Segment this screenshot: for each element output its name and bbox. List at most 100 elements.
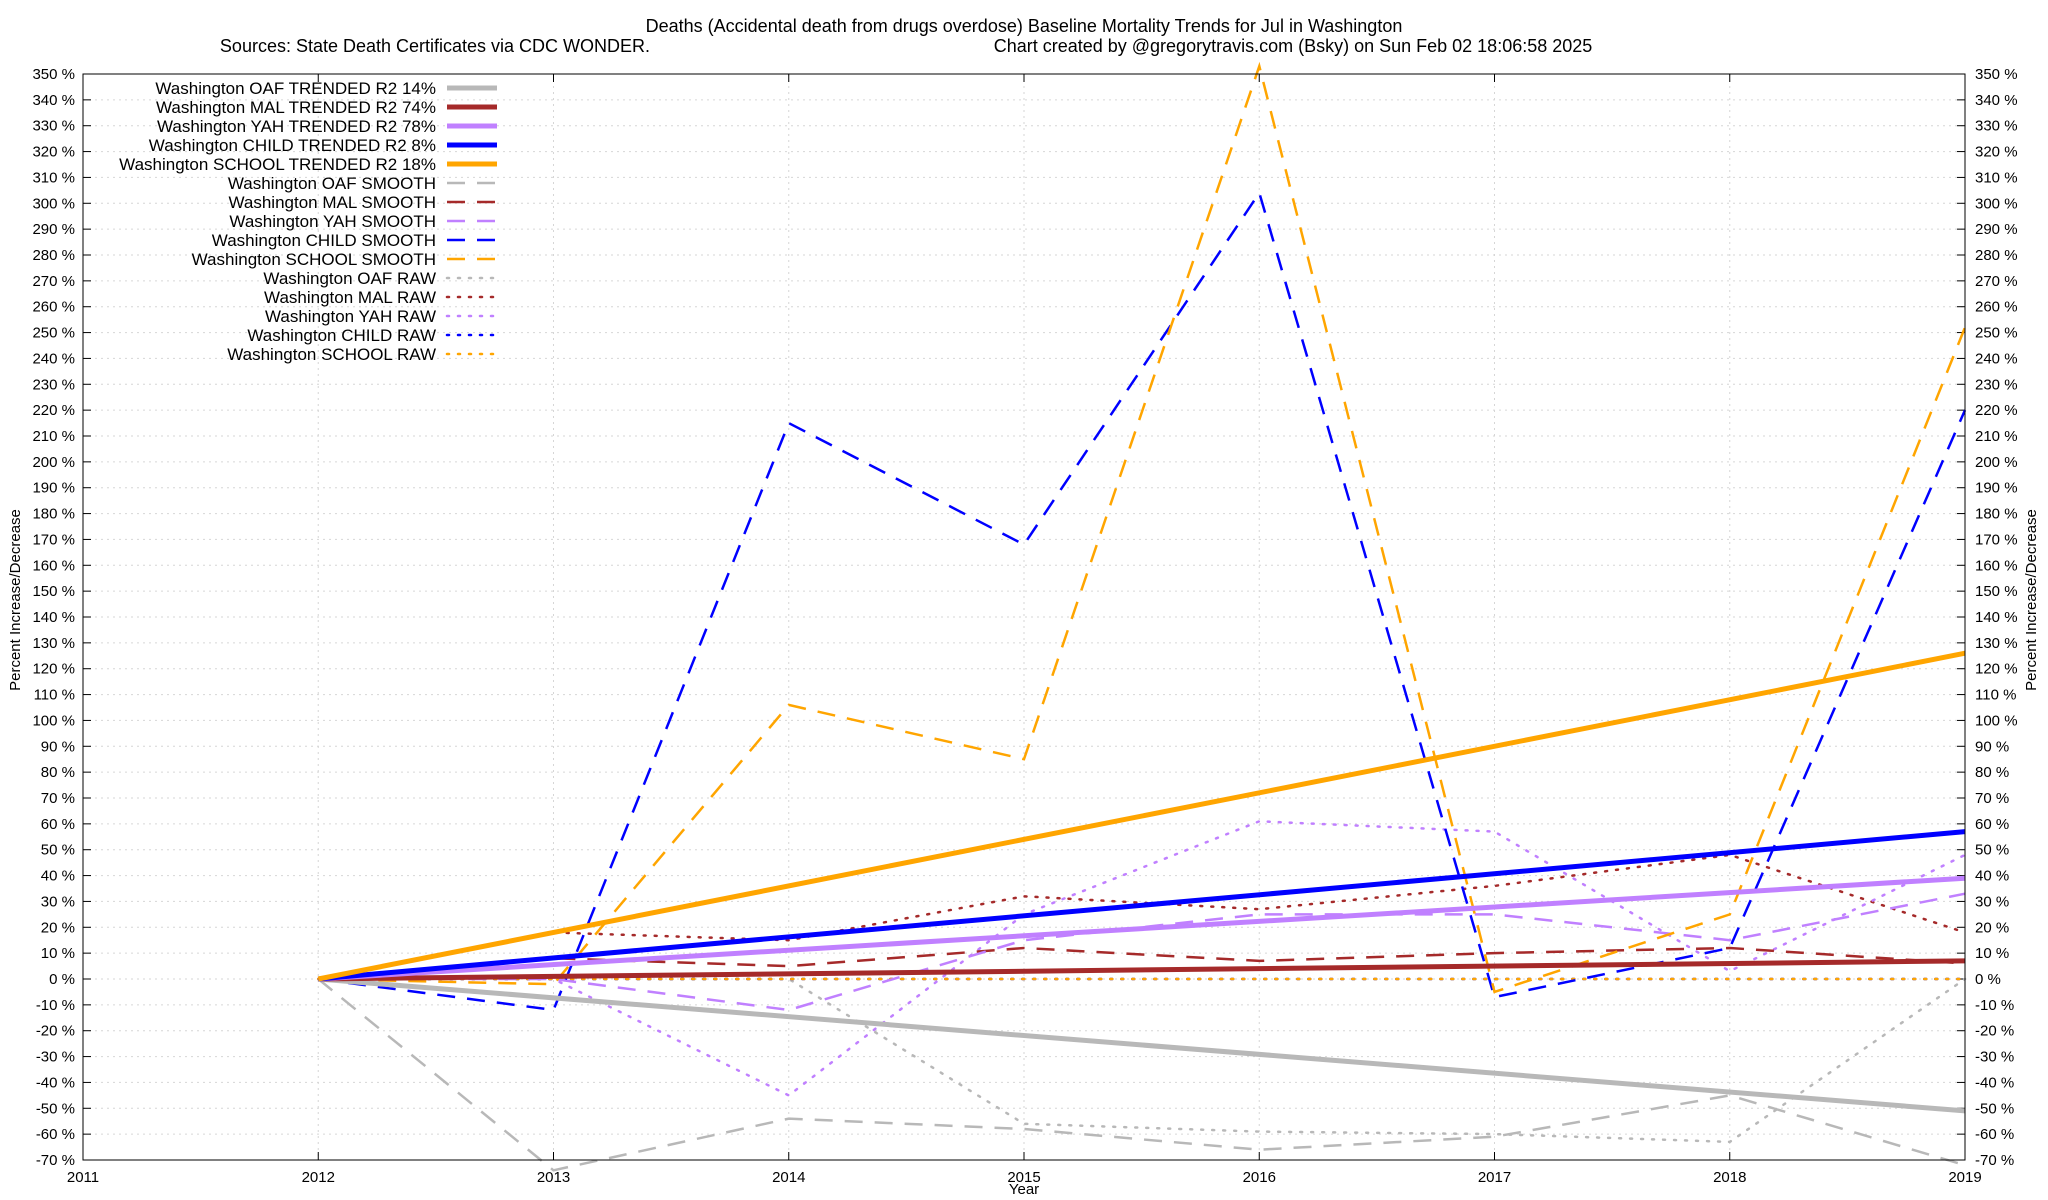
y-tick-label-left: 320 % xyxy=(32,144,75,161)
y-tick-label-left: 40 % xyxy=(41,868,75,885)
y-tick-label-right: 30 % xyxy=(1975,893,2009,910)
x-tick-label: 2013 xyxy=(537,1169,570,1186)
y-tick-label-right: 80 % xyxy=(1975,764,2009,781)
y-tick-label-right: 120 % xyxy=(1975,661,2018,678)
plot-frame xyxy=(82,73,1966,1161)
y-tick-label-left: -70 % xyxy=(36,1152,75,1169)
y-tick-label-right: -50 % xyxy=(1975,1100,2014,1117)
y-axis-label-left: Percent Increase/Decrease xyxy=(7,509,24,691)
legend-label: Washington YAH TRENDED R2 78% xyxy=(157,117,436,136)
y-tick-label-left: 100 % xyxy=(32,712,75,729)
axis-ticks: -70 % -70 % -60 % -60 % -50 % -50 % -40 % -40 %… xyxy=(32,66,2017,1186)
legend-label: Washington YAH RAW xyxy=(265,307,436,326)
x-tick-label: 2012 xyxy=(302,1169,335,1186)
y-tick-label-right: 240 % xyxy=(1975,350,2018,367)
y-tick-label-right: 40 % xyxy=(1975,868,2009,885)
y-tick-label-left: -60 % xyxy=(36,1126,75,1143)
y-tick-label-right: 290 % xyxy=(1975,221,2018,238)
y-axis-label-right: Percent Increase/Decrease xyxy=(2023,509,2040,691)
y-tick-label-right: 340 % xyxy=(1975,92,2018,109)
legend: Washington OAF TRENDED R2 14%Washington … xyxy=(119,79,499,364)
series-line-oaf-trended xyxy=(318,976,1966,1114)
y-tick-label-left: -20 % xyxy=(36,1023,75,1040)
legend-label: Washington CHILD SMOOTH xyxy=(212,231,436,250)
y-tick-label-right: -30 % xyxy=(1975,1049,2014,1066)
x-tick-label: 2014 xyxy=(772,1169,805,1186)
y-tick-label-left: 80 % xyxy=(41,764,75,781)
y-tick-label-left: 290 % xyxy=(32,221,75,238)
y-tick-label-left: 170 % xyxy=(32,531,75,548)
y-tick-label-right: 70 % xyxy=(1975,790,2009,807)
y-tick-label-right: 180 % xyxy=(1975,506,2018,523)
y-tick-label-left: 300 % xyxy=(32,195,75,212)
y-tick-label-right: 220 % xyxy=(1975,402,2018,419)
y-tick-label-right: 170 % xyxy=(1975,531,2018,548)
x-tick-label: 2017 xyxy=(1478,1169,1511,1186)
legend-label: Washington SCHOOL TRENDED R2 18% xyxy=(119,155,436,174)
series-line-oaf-smooth xyxy=(317,978,1966,1172)
y-tick-label-right: 190 % xyxy=(1975,480,2018,497)
y-tick-label-left: 190 % xyxy=(32,480,75,497)
y-tick-label-right: 140 % xyxy=(1975,609,2018,626)
legend-label: Washington MAL RAW xyxy=(264,288,436,307)
chart-subtitle-sources: Sources: State Death Certificates via CD… xyxy=(220,36,650,56)
x-tick-label: 2018 xyxy=(1713,1169,1746,1186)
y-tick-label-left: 330 % xyxy=(32,118,75,135)
y-tick-label-left: 10 % xyxy=(41,945,75,962)
y-tick-label-right: 310 % xyxy=(1975,169,2018,186)
x-tick-label: 2011 xyxy=(67,1169,99,1186)
legend-label: Washington OAF SMOOTH xyxy=(228,174,436,193)
y-tick-label-left: 200 % xyxy=(32,454,75,471)
y-tick-label-right: 270 % xyxy=(1975,273,2018,290)
y-tick-label-left: 230 % xyxy=(32,376,75,393)
y-tick-label-left: 350 % xyxy=(32,66,75,83)
y-tick-label-left: 150 % xyxy=(32,583,75,600)
y-tick-label-left: -30 % xyxy=(36,1049,75,1066)
y-tick-label-left: 120 % xyxy=(32,661,75,678)
y-tick-label-left: -10 % xyxy=(36,997,75,1014)
y-tick-label-right: 210 % xyxy=(1975,428,2018,445)
y-tick-label-right: 10 % xyxy=(1975,945,2009,962)
legend-label: Washington SCHOOL RAW xyxy=(227,345,436,364)
y-tick-label-right: 330 % xyxy=(1975,118,2018,135)
y-tick-label-left: 20 % xyxy=(41,919,75,936)
y-tick-label-left: 60 % xyxy=(41,816,75,833)
y-tick-label-left: 340 % xyxy=(32,92,75,109)
y-tick-label-right: 350 % xyxy=(1975,66,2018,83)
x-tick-label: 2016 xyxy=(1243,1169,1276,1186)
y-tick-label-right: 160 % xyxy=(1975,557,2018,574)
chart-subtitle-credit: Chart created by @gregorytravis.com (Bsk… xyxy=(994,36,1593,56)
chart-title: Deaths (Accidental death from drugs over… xyxy=(646,16,1403,36)
series-line-mal-raw xyxy=(317,853,1967,981)
grid xyxy=(82,73,1966,1161)
y-tick-label-right: 130 % xyxy=(1975,635,2018,652)
series-line-oaf-raw xyxy=(317,977,1967,1144)
y-tick-label-right: 300 % xyxy=(1975,195,2018,212)
y-tick-label-right: 110 % xyxy=(1975,687,2016,704)
y-tick-label-left: 160 % xyxy=(32,557,75,574)
legend-label: Washington MAL TRENDED R2 74% xyxy=(156,98,436,117)
legend-label: Washington CHILD RAW xyxy=(247,326,436,345)
y-tick-label-right: -10 % xyxy=(1975,997,2014,1014)
x-tick-label: 2019 xyxy=(1948,1169,1981,1186)
y-tick-label-right: -70 % xyxy=(1975,1152,2014,1169)
y-tick-label-left: -40 % xyxy=(36,1074,75,1091)
y-tick-label-right: 90 % xyxy=(1975,738,2009,755)
y-tick-label-right: -20 % xyxy=(1975,1023,2014,1040)
y-tick-label-right: 260 % xyxy=(1975,299,2018,316)
series-line-school-trended xyxy=(317,650,1966,982)
series-line-yah-trended xyxy=(318,875,1966,982)
series-line-yah-smooth xyxy=(318,892,1966,1012)
y-tick-label-right: 20 % xyxy=(1975,919,2009,936)
y-tick-label-left: 30 % xyxy=(41,893,75,910)
y-tick-label-left: 90 % xyxy=(41,738,75,755)
y-tick-label-right: -60 % xyxy=(1975,1126,2014,1143)
y-tick-label-left: 270 % xyxy=(32,273,75,290)
series-line-child-trended xyxy=(318,829,1966,982)
y-tick-label-right: 0 % xyxy=(1975,971,2001,988)
y-tick-label-left: 280 % xyxy=(32,247,75,264)
y-tick-label-right: 100 % xyxy=(1975,712,2018,729)
y-tick-label-left: 0 % xyxy=(49,971,75,988)
y-tick-label-left: 250 % xyxy=(32,325,75,342)
